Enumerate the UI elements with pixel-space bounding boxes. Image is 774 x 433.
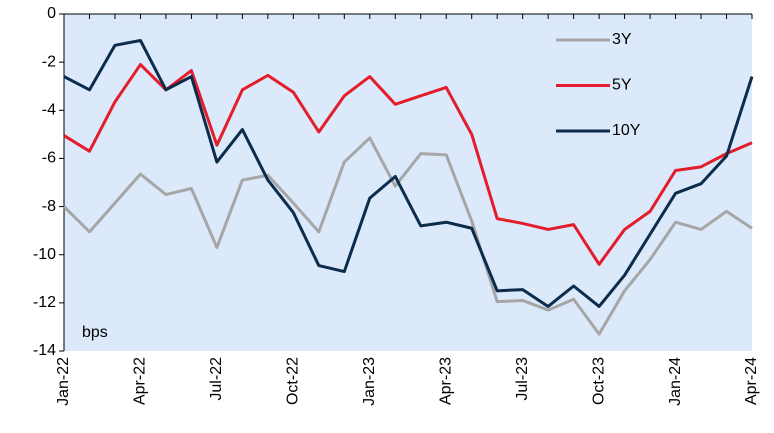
y-tick-label: 0 <box>47 5 56 22</box>
x-tick-label: Jul-23 <box>514 357 531 401</box>
plot-background <box>64 14 752 351</box>
x-tick-label: Apr-24 <box>743 357 760 405</box>
legend-label: 10Y <box>612 122 641 139</box>
legend-label: 3Y <box>612 31 632 48</box>
y-tick-label: -12 <box>33 294 56 311</box>
line-series <box>62 136 753 336</box>
legend-label: 5Y <box>612 77 632 94</box>
x-tick-label: Jul-22 <box>208 357 225 401</box>
y-tick-label: -2 <box>42 53 56 70</box>
x-tick-label: Apr-23 <box>437 357 454 405</box>
line-series <box>63 38 754 308</box>
x-tick-label: Jan-23 <box>361 357 378 406</box>
y-tick-label: -8 <box>42 198 56 215</box>
y-tick-label: -10 <box>33 246 56 263</box>
x-tick-label: Jan-24 <box>667 357 684 406</box>
y-tick-label: -6 <box>42 150 56 167</box>
x-tick-label: Apr-22 <box>132 357 149 405</box>
x-tick-label: Jan-22 <box>55 357 72 406</box>
y-tick-label: -4 <box>42 102 56 119</box>
x-tick-label: Oct-22 <box>285 357 302 405</box>
annotation: bps <box>82 324 108 341</box>
y-tick-label: -14 <box>33 342 56 359</box>
line-series <box>63 63 753 266</box>
x-tick-label: Oct-23 <box>590 357 607 405</box>
